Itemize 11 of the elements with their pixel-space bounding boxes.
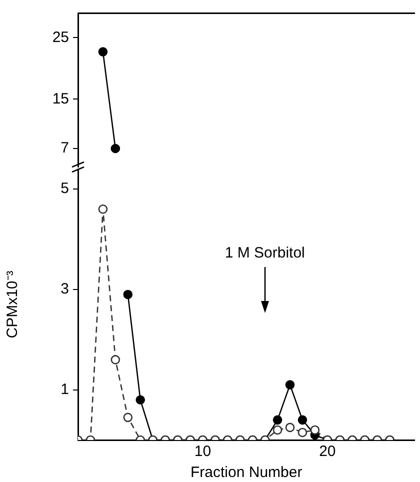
y-tick-label: 25 [52,28,69,46]
y-tick-label: 1 [60,380,69,398]
y-tick-label: 7 [60,140,69,157]
y-tick-label: 3 [60,280,69,298]
y-axis-title: CPMx10⁻³ [4,270,22,338]
x-tick-label: 20 [319,443,336,460]
x-tick-label: 10 [194,443,212,460]
annotation: 1 M Sorbitol [224,244,305,262]
x-axis-title: Fraction Number [190,464,302,482]
y-tick-label: 15 [52,90,69,108]
y-tick-label: 5 [60,180,69,198]
